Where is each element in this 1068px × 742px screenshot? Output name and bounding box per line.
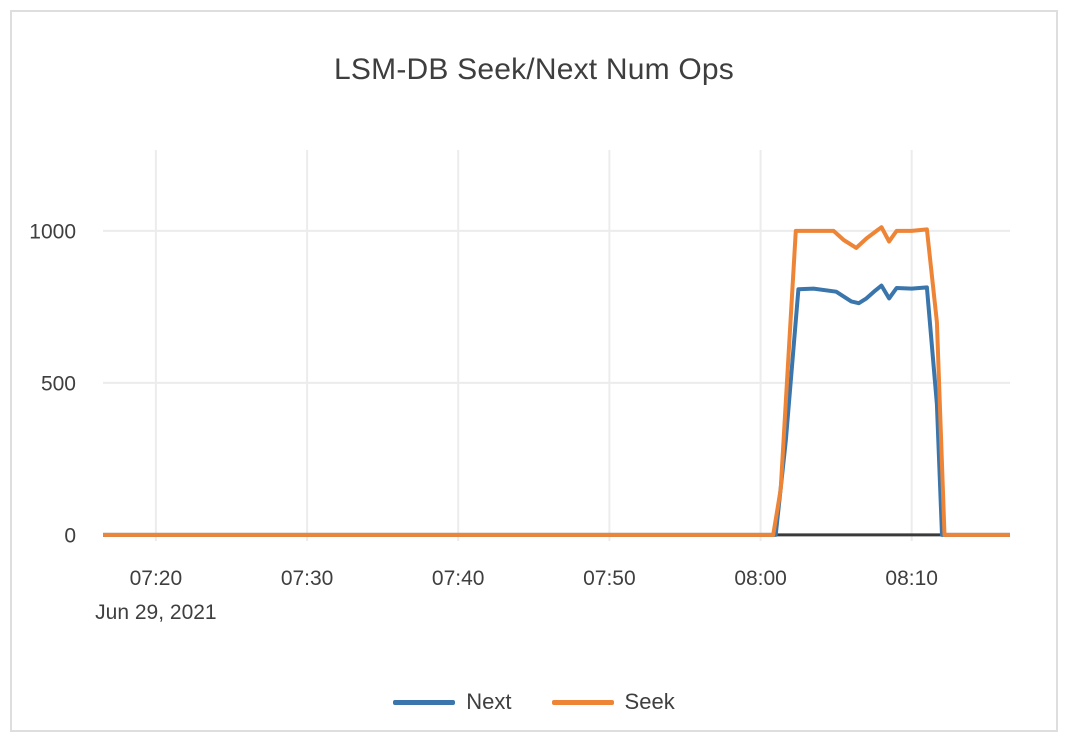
y-tick-label: 0	[64, 524, 76, 547]
legend-label-next: Next	[466, 689, 512, 714]
y-tick-label: 500	[41, 372, 76, 395]
seek-series-swatch	[551, 699, 614, 705]
series-line-next[interactable]	[103, 283, 1010, 537]
x-tick-label: 07:40	[432, 567, 485, 590]
x-tick-label: 07:20	[130, 567, 183, 590]
y-tick-label: 1000	[29, 220, 76, 243]
series-line-seek[interactable]	[103, 225, 1010, 537]
next-series-swatch	[393, 699, 456, 705]
x-tick-label: 08:10	[885, 567, 938, 590]
chart-card	[10, 10, 1058, 732]
x-tick-label: 08:00	[734, 567, 787, 590]
x-tick-label: 07:30	[281, 567, 334, 590]
legend-item-next[interactable]: Next	[393, 689, 512, 715]
legend-item-seek[interactable]: Seek	[551, 689, 675, 715]
legend: Next Seek	[0, 687, 1068, 717]
chart-title: LSM-DB Seek/Next Num Ops	[334, 53, 734, 86]
legend-label-seek: Seek	[624, 689, 675, 714]
x-tick-label: 07:50	[583, 567, 636, 590]
x-axis-date-label: Jun 29, 2021	[95, 601, 216, 624]
